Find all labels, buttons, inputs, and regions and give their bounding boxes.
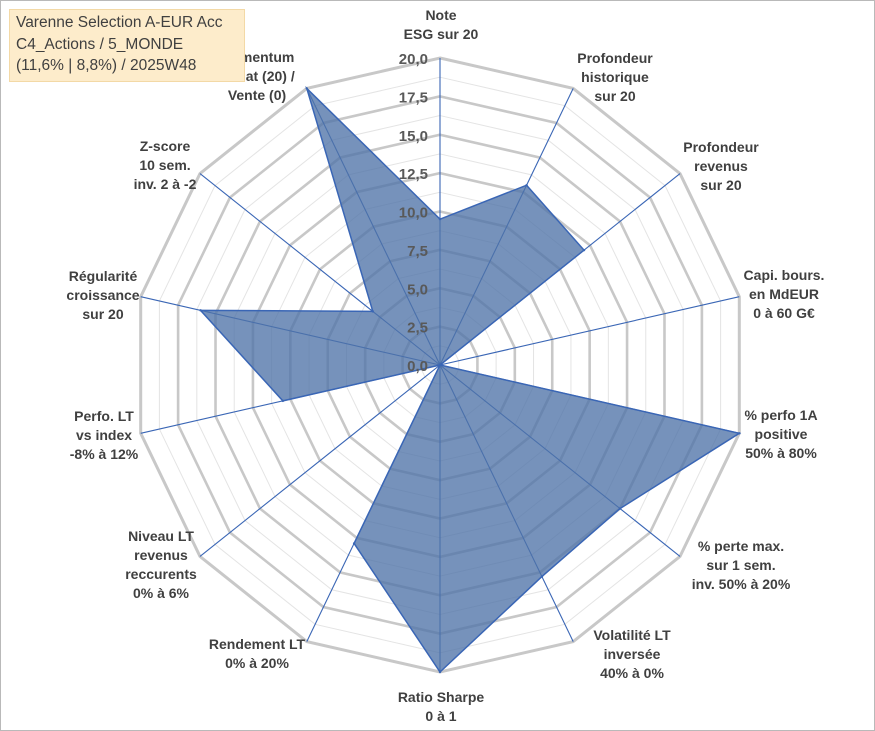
- data-point: [352, 542, 356, 545]
- fund-info-box: Varenne Selection A-EUR Acc C4_Actions /…: [9, 9, 245, 82]
- axis-label: Z-score 10 sem. inv. 2 à -2: [134, 138, 197, 192]
- data-point: [199, 309, 202, 312]
- tick-label: 15,0: [399, 128, 428, 145]
- axis-label: Profondeur historique sur 20: [577, 50, 653, 104]
- axis-label: Capi. bours. en MdEUR 0 à 60 G€: [744, 267, 825, 321]
- data-point: [438, 217, 442, 221]
- radar-spoke: [439, 296, 740, 366]
- data-point: [540, 575, 544, 578]
- data-point: [281, 399, 285, 403]
- data-point: [738, 432, 741, 435]
- axis-label: Note ESG sur 20: [404, 7, 479, 42]
- axis-label: Ratio Sharpe 0 à 1: [398, 689, 485, 724]
- tick-label: 5,0: [407, 281, 428, 298]
- tick-label: 2,5: [407, 320, 428, 337]
- tick-label: 10,0: [399, 205, 428, 222]
- tick-label: 20,0: [399, 51, 428, 68]
- fund-category: C4_Actions / 5_MONDE: [16, 35, 184, 53]
- axis-label: % perfo 1A positive 50% à 80%: [744, 407, 817, 461]
- tick-label: 0,0: [407, 358, 428, 375]
- axis-label: Rendement LT 0% à 20%: [209, 636, 306, 671]
- fund-name: Varenne Selection A-EUR Acc: [16, 14, 223, 31]
- radial-tick-labels: 0,0 2,5 5,0 7,5 10,0 12,5 15,0 17,5 20,0: [399, 51, 428, 375]
- axis-label: % perte max. sur 1 sem. inv. 50% à 20%: [692, 538, 791, 592]
- axis-label: Perfo. LT vs index -8% à 12%: [70, 408, 139, 462]
- data-point: [305, 87, 308, 90]
- data-point: [371, 310, 374, 313]
- data-point: [438, 670, 442, 674]
- series-area: [198, 85, 742, 674]
- axis-label: Profondeur revenus sur 20: [683, 139, 759, 193]
- data-point: [582, 248, 586, 252]
- data-point: [525, 184, 528, 187]
- data-point: [618, 507, 622, 510]
- tick-label: 12,5: [399, 166, 428, 183]
- axis-labels: Note ESG sur 20 Profondeur historique sur 20…: [66, 7, 824, 724]
- axis-label: Niveau LT revenus reccurents 0% à 6%: [125, 528, 197, 601]
- fund-stats: (11,6% | 8,8%) / 2025W48: [16, 57, 197, 74]
- series-points: [199, 87, 741, 674]
- radar-spoke: [199, 364, 441, 557]
- data-point: [438, 363, 442, 367]
- axis-label: Volatilité LT inversée 40% à 0%: [593, 627, 671, 681]
- tick-label: 17,5: [399, 89, 428, 106]
- axis-label: Régularité croissance sur 20: [66, 268, 139, 322]
- tick-label: 7,5: [407, 243, 428, 260]
